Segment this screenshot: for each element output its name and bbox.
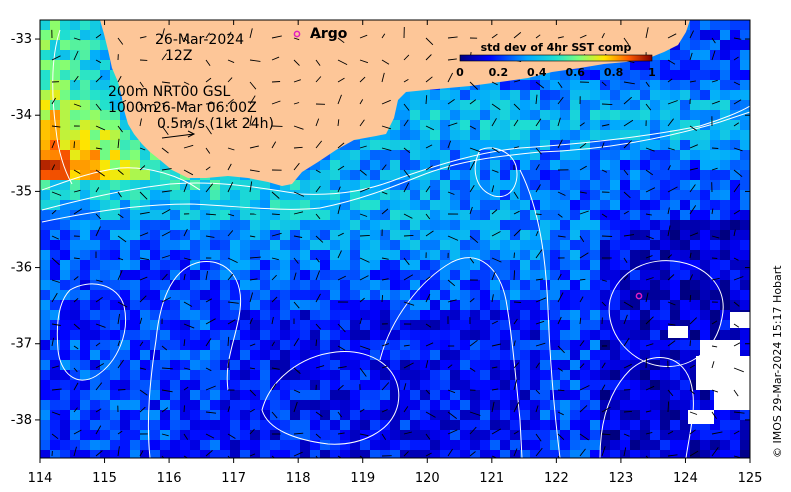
colorbar-ticks: 0 0.2 0.4 0.6 0.8 1	[456, 66, 656, 79]
colorbar-tick-label: 0.2	[489, 66, 509, 79]
contour-offshore-a	[41, 167, 201, 191]
x-tick-label: 122	[544, 471, 569, 486]
y-tick-label: -36	[11, 261, 32, 276]
map-frame	[39, 19, 751, 459]
argo-float-marker	[635, 292, 643, 300]
contour-offshore-b	[52, 29, 73, 185]
scale-label: 0.5m/s (1kt 24h)	[157, 116, 274, 132]
contour-eddy-east	[608, 260, 724, 367]
y-tick-label: -38	[11, 413, 32, 428]
y-tick-label: -35	[11, 184, 32, 199]
contour-depth-label: 1000m	[108, 100, 157, 116]
contour-eddy-mid	[261, 351, 400, 445]
colorbar: std dev of 4hr SST comp 0 0.2 0.4 0.6 0.8 1	[456, 41, 656, 79]
x-tick-label: 114	[28, 471, 53, 486]
argo-legend-marker	[293, 30, 301, 38]
contour-eddy-west-2	[147, 261, 242, 458]
y-tick-label: -37	[11, 337, 32, 352]
contour-label: 200m NRT00 GSL	[108, 84, 231, 100]
contour-eddy-west	[56, 283, 127, 381]
y-tick-label: -34	[11, 108, 32, 123]
contour-200m	[41, 105, 750, 211]
surface-current-vectors	[51, 26, 745, 458]
x-tick-label: 119	[350, 471, 375, 486]
x-tick-label: 116	[157, 471, 182, 486]
colorbar-title: std dev of 4hr SST comp	[481, 41, 632, 54]
scale-arrow	[161, 130, 196, 139]
no-data-patches	[668, 312, 750, 424]
current-time-label: 26-Mar 06:00Z	[153, 100, 257, 116]
date-label: 26-Mar-2024	[155, 32, 244, 48]
x-tick-label: 125	[738, 471, 763, 486]
x-tick-label: 123	[608, 471, 633, 486]
x-tick-label: 115	[92, 471, 117, 486]
colorbar-tick-label: 0.4	[527, 66, 547, 79]
land-mass	[100, 20, 690, 186]
colorbar-tick-label: 1	[648, 66, 656, 79]
x-tick-label: 120	[415, 471, 440, 486]
contour-1000m	[41, 111, 750, 223]
colorbar-tick-label: 0	[456, 66, 464, 79]
x-tick-label: 117	[221, 471, 246, 486]
credit-text: © IMOS 29-Mar-2024 15:17 Hobart	[771, 265, 784, 458]
x-tick-label: 121	[479, 471, 504, 486]
axes: 114 115 116 117 118 119 120 121 122 123 124 125 -33 -…	[11, 20, 763, 486]
y-tick-label: -33	[11, 32, 32, 47]
time-label: 12Z	[165, 48, 192, 64]
colorbar-tick-label: 0.6	[565, 66, 585, 79]
x-tick-label: 124	[673, 471, 698, 486]
x-tick-label: 118	[286, 471, 311, 486]
argo-label: Argo	[310, 26, 348, 42]
contour-meander-east	[519, 169, 561, 458]
contour-eddy-center	[474, 147, 518, 198]
colorbar-tick-label: 0.8	[604, 66, 624, 79]
colorbar-ramp	[459, 54, 653, 62]
